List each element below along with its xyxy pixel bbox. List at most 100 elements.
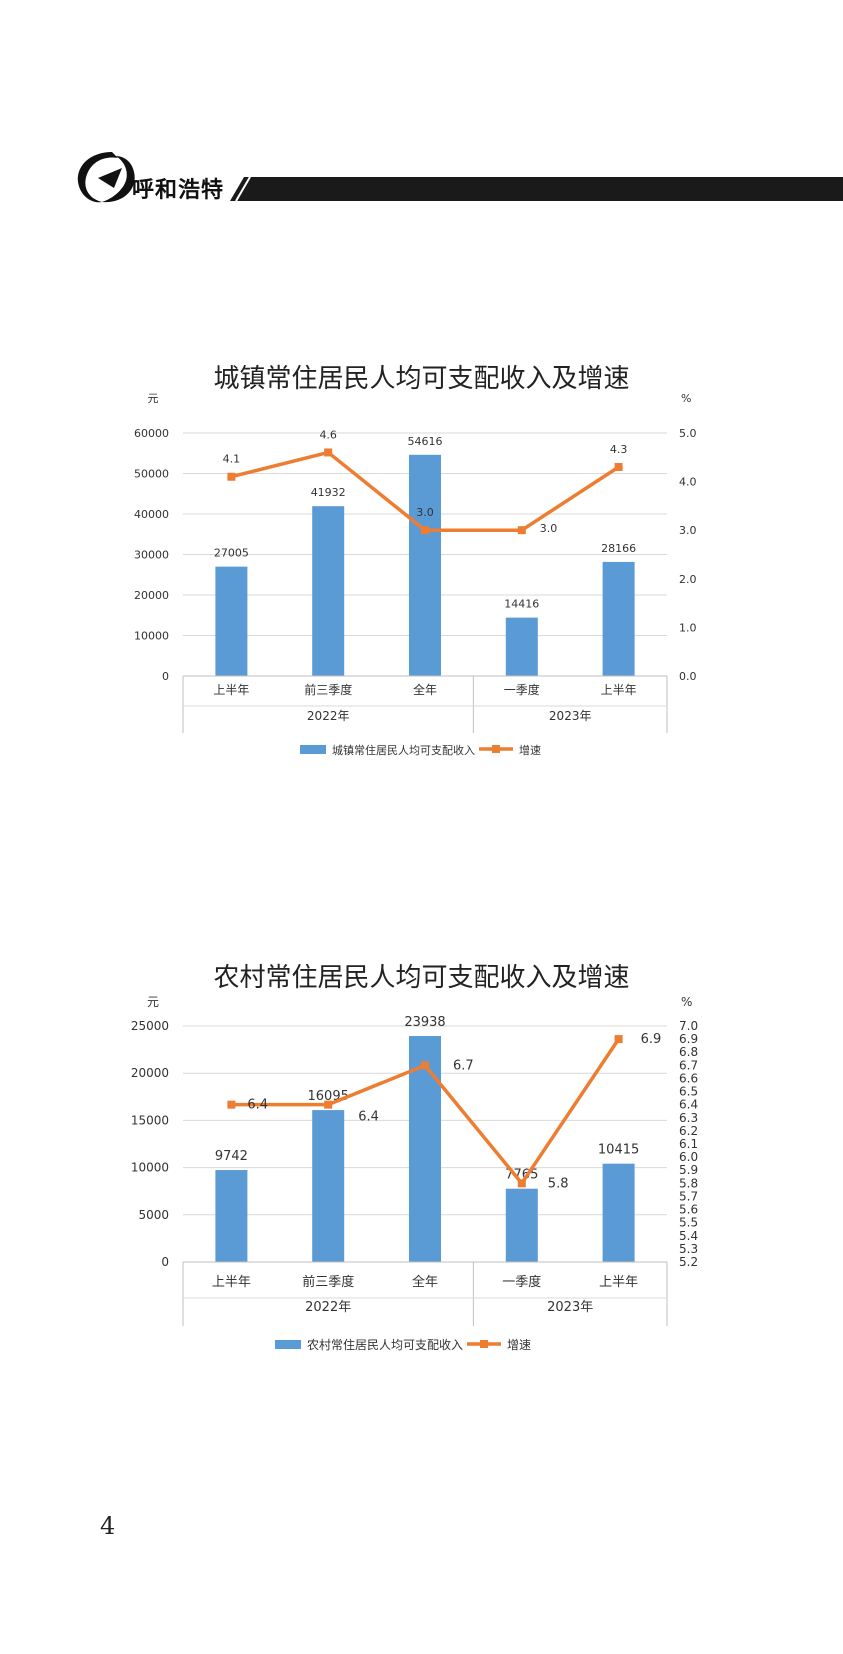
x-tick-label: 上半年 <box>599 1275 638 1290</box>
y2-tick-label: 6.8 <box>679 1045 698 1059</box>
y-tick-label: 0 <box>162 670 169 683</box>
urban-income-chart-svg: 0 10000 20000 30000 40000 50000 60000 0.0 1.0 2.0… <box>134 392 697 757</box>
y-tick-label: 10000 <box>134 630 169 643</box>
y2-tick-label: 6.6 <box>679 1071 698 1085</box>
y2-tick-label: 5.0 <box>679 427 697 440</box>
bar <box>602 1163 635 1262</box>
y2-tick-label: 2.0 <box>679 573 697 586</box>
y2-tick-label: 0.0 <box>679 670 697 683</box>
x-group-label: 2023年 <box>547 1300 593 1315</box>
y-tick-label: 30000 <box>134 549 169 562</box>
chart-title: 农村常住居民人均可支配收入及增速 <box>213 963 630 993</box>
chart-title: 城镇常住居民人均可支配收入及增速 <box>213 364 630 394</box>
bar-data-label: 27005 <box>214 547 249 560</box>
bar <box>505 1188 538 1262</box>
legend-bar-label: 城镇常住居民人均可支配收入 <box>332 743 475 757</box>
legend-line-marker <box>480 1340 488 1348</box>
y-tick-label: 60000 <box>134 427 169 440</box>
bar <box>602 561 635 676</box>
x-tick-label: 一季度 <box>504 682 540 697</box>
bar-data-label: 9742 <box>215 1149 248 1164</box>
x-tick-label: 全年 <box>412 1274 438 1290</box>
growth-data-label: 3.0 <box>416 506 434 519</box>
y-tick-label: 20000 <box>134 589 169 602</box>
y-unit-label: 元 <box>147 995 159 1009</box>
bar-data-label: 10415 <box>598 1143 639 1158</box>
x-group-label: 2023年 <box>549 709 592 723</box>
y2-tick-label: 7.0 <box>679 1019 698 1033</box>
growth-marker <box>227 472 236 481</box>
x-tick-label: 上半年 <box>601 683 637 697</box>
bar <box>215 566 248 676</box>
rural-income-chart: 农村常住居民人均可支配收入及增速 0 5000 10000 15000 20000 250… <box>131 963 698 1352</box>
x-tick-label: 前三季度 <box>304 682 352 697</box>
growth-data-label: 6.4 <box>358 1110 379 1125</box>
y-tick-label: 10000 <box>131 1161 169 1175</box>
y-tick-label: 15000 <box>131 1113 169 1127</box>
y2-tick-label: 3.0 <box>679 524 697 537</box>
y-tick-label: 50000 <box>134 468 169 481</box>
y-tick-label: 0 <box>161 1255 169 1269</box>
legend-bar-label: 农村常住居民人均可支配收入 <box>307 1338 463 1352</box>
y2-tick-label: 5.6 <box>679 1203 698 1217</box>
x-group-label: 2022年 <box>305 1300 351 1315</box>
rural-income-chart-svg: 0 5000 10000 15000 20000 25000 5.25.35.45.55.6… <box>131 995 698 1352</box>
header-bar <box>230 177 843 201</box>
growth-marker <box>614 1035 623 1044</box>
x-tick-label: 一季度 <box>502 1274 541 1290</box>
bar-data-label: 23938 <box>404 1015 445 1030</box>
y2-tick-label: 5.4 <box>679 1229 698 1243</box>
y2-tick-label: 5.5 <box>679 1216 698 1230</box>
legend-bar-swatch <box>300 745 326 754</box>
page-header: 呼和浩特 <box>0 0 843 230</box>
y2-tick-label: 5.9 <box>679 1163 698 1177</box>
legend-line-marker <box>492 745 500 753</box>
y2-tick-label: 4.0 <box>679 476 697 489</box>
growth-data-label: 5.8 <box>548 1176 569 1191</box>
y2-tick-label: 6.5 <box>679 1085 698 1099</box>
bar-data-label: 14416 <box>504 598 539 611</box>
bar <box>215 1170 248 1262</box>
y-unit-label: 元 <box>148 392 159 405</box>
growth-data-label: 4.1 <box>223 453 241 466</box>
y2-tick-label: 6.7 <box>679 1058 698 1072</box>
x-tick-label: 上半年 <box>213 683 249 697</box>
y2-tick-label: 6.4 <box>679 1098 698 1112</box>
growth-marker <box>227 1100 236 1109</box>
bar <box>409 1036 441 1262</box>
y2-tick-label: 6.3 <box>679 1111 698 1125</box>
y2-tick-label: 6.2 <box>679 1124 698 1138</box>
growth-data-label: 4.3 <box>610 443 628 456</box>
x-group-label: 2022年 <box>307 709 350 723</box>
y2-tick-label: 6.0 <box>679 1150 698 1164</box>
growth-marker <box>421 1061 429 1070</box>
y2-tick-label: 1.0 <box>679 621 697 634</box>
bar <box>312 506 345 676</box>
y2-tick-label: 5.7 <box>679 1189 698 1203</box>
urban-income-chart: 城镇常住居民人均可支配收入及增速 0 10000 20000 30000 40000 50… <box>0 0 843 800</box>
bar-data-label: 28166 <box>601 542 636 555</box>
growth-marker <box>517 1179 526 1188</box>
hohhot-logo-icon <box>77 152 135 203</box>
y2-unit-label: % <box>681 392 691 405</box>
page-number: 4 <box>100 1512 116 1540</box>
growth-data-label: 6.4 <box>247 1098 268 1113</box>
y2-tick-label: 5.8 <box>679 1176 698 1190</box>
x-tick-label: 全年 <box>413 682 437 697</box>
legend-line-label: 增速 <box>519 743 541 757</box>
brand-name: 呼和浩特 <box>132 177 225 203</box>
x-tick-label: 前三季度 <box>302 1274 354 1290</box>
x-tick-label: 上半年 <box>212 1275 251 1290</box>
y-tick-label: 25000 <box>131 1019 169 1033</box>
growth-marker <box>324 1100 333 1109</box>
growth-marker <box>421 526 429 535</box>
legend-bar-swatch <box>275 1340 301 1349</box>
bar-data-label: 54616 <box>408 435 443 448</box>
growth-marker <box>517 526 526 535</box>
growth-data-label: 3.0 <box>540 522 558 535</box>
growth-marker <box>614 463 623 472</box>
bar <box>409 454 441 676</box>
y2-tick-label: 6.1 <box>679 1137 698 1151</box>
bar <box>312 1110 345 1262</box>
bar <box>505 617 538 676</box>
